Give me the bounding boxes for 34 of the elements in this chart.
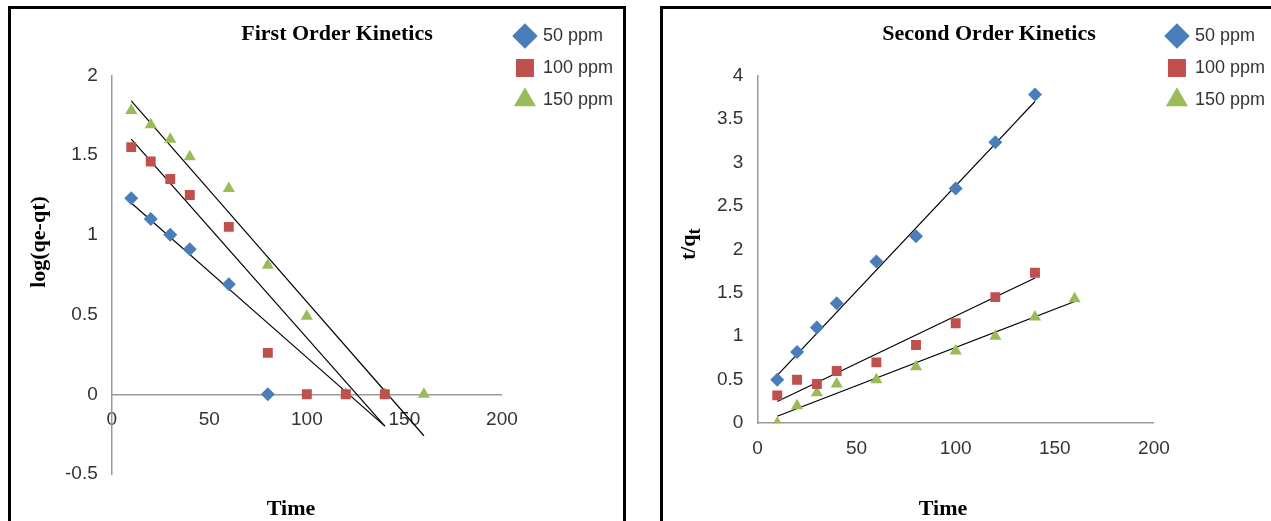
- y-tick-label: 2: [87, 63, 98, 85]
- y-tick-label: 0.5: [716, 367, 744, 389]
- y-tick-label: 0.5: [71, 302, 98, 324]
- legend-label: 150 ppm: [542, 88, 614, 109]
- y-tick-label: 1.5: [71, 143, 98, 165]
- y-axis-title: log(qe-qt): [25, 195, 51, 290]
- x-axis-title: Time: [917, 495, 969, 521]
- y-tick-label: 3.5: [716, 107, 744, 129]
- x-tick-label: 50: [845, 436, 868, 458]
- y-tick-label: 1: [732, 324, 744, 346]
- legend-label: 100 ppm: [542, 56, 614, 77]
- x-tick-label: 0: [752, 436, 763, 458]
- x-tick-label: 200: [1138, 436, 1170, 458]
- y-tick-label: 4: [732, 63, 744, 85]
- chart-title: First Order Kinetics: [241, 19, 434, 45]
- legend-label: 150 ppm: [1194, 88, 1266, 109]
- y-tick-label: 2.5: [716, 194, 744, 216]
- x-tick-label: 100: [939, 436, 972, 458]
- x-axis-title: Time: [265, 495, 317, 521]
- x-tick-label: 100: [290, 407, 323, 429]
- y-tick-label: 1: [87, 223, 98, 245]
- y-tick-label: 2: [732, 237, 744, 259]
- chart-title: Second Order Kinetics: [882, 19, 1097, 45]
- y-tick-label: 0: [87, 382, 98, 404]
- legend-label: 50 ppm: [542, 24, 603, 45]
- legend-label: 50 ppm: [1194, 24, 1255, 45]
- legend-label: 100 ppm: [1194, 56, 1266, 77]
- y-tick-label: -0.5: [64, 462, 98, 484]
- x-tick-label: 0: [106, 407, 118, 429]
- y-tick-label: 3: [732, 150, 744, 172]
- x-tick-label: 50: [198, 407, 220, 429]
- x-tick-label: 150: [1038, 436, 1071, 458]
- y-tick-label: 1.5: [716, 281, 744, 303]
- x-tick-label: 200: [486, 407, 518, 429]
